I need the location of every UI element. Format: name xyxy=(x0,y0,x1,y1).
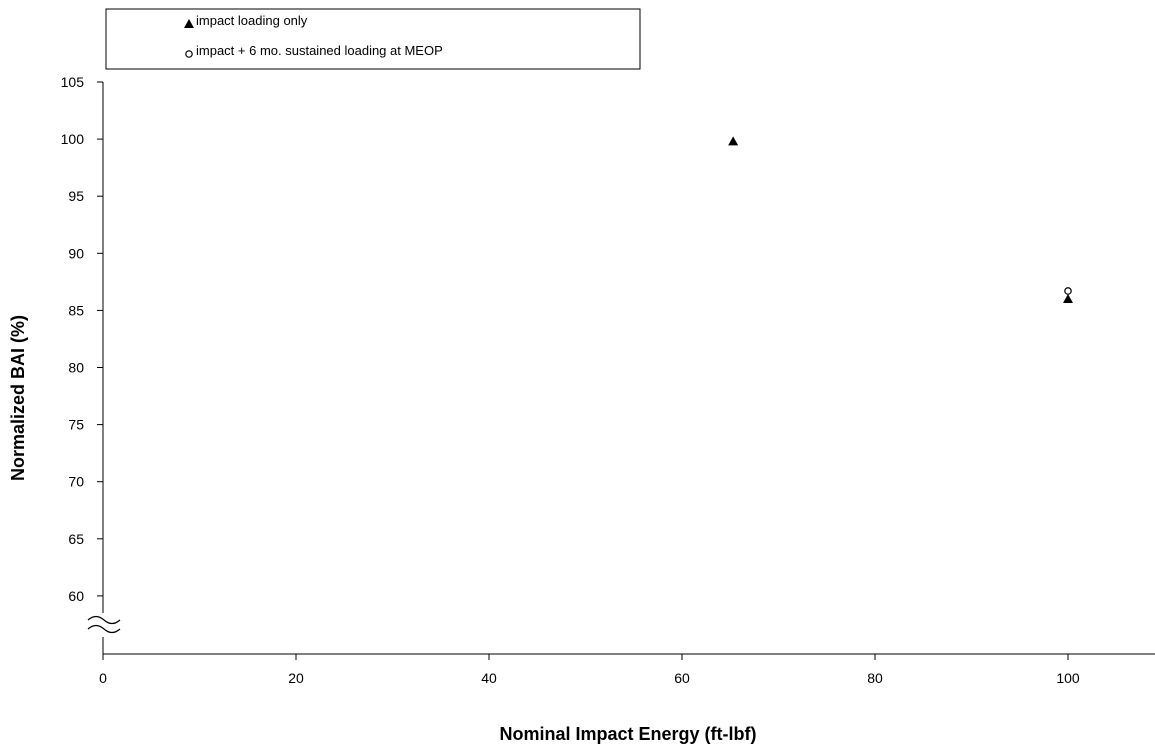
y-tick-label: 95 xyxy=(68,188,84,204)
legend-marker-impact-only xyxy=(184,19,194,28)
x-tick-label: 100 xyxy=(1056,670,1080,686)
x-tick-label: 40 xyxy=(481,670,497,686)
y-tick-label: 90 xyxy=(68,245,84,261)
legend-label-impact-only: impact loading only xyxy=(196,13,308,28)
x-axis-ticks: 0 20 40 60 80 100 xyxy=(99,654,1080,686)
point-impact-only xyxy=(728,136,739,146)
axis-break-icon xyxy=(86,613,122,637)
x-axis-title: Nominal Impact Energy (ft-lbf) xyxy=(499,724,756,744)
x-tick-label: 20 xyxy=(288,670,304,686)
legend: impact loading only impact + 6 mo. susta… xyxy=(105,8,641,70)
y-tick-label: 85 xyxy=(68,302,84,318)
data-points xyxy=(728,136,1073,303)
y-tick-label: 105 xyxy=(61,74,85,90)
y-axis-title: Normalized BAI (%) xyxy=(8,315,28,481)
y-tick-label: 80 xyxy=(68,360,84,376)
legend-label-sustained: impact + 6 mo. sustained loading at MEOP xyxy=(196,43,443,58)
legend-box xyxy=(105,8,641,70)
y-tick-label: 60 xyxy=(68,588,84,604)
x-tick-label: 60 xyxy=(674,670,690,686)
y-axis-ticks: 60 65 70 75 80 85 90 95 100 105 xyxy=(61,74,103,604)
point-impact-only xyxy=(1063,293,1073,303)
legend-marker-sustained xyxy=(185,50,193,58)
y-tick-label: 70 xyxy=(68,474,84,490)
x-tick-label: 0 xyxy=(99,670,107,686)
x-tick-label: 80 xyxy=(867,670,883,686)
y-tick-label: 100 xyxy=(61,131,85,147)
point-sustained xyxy=(1064,287,1072,295)
y-tick-label: 65 xyxy=(68,531,84,547)
y-tick-label: 75 xyxy=(68,417,84,433)
